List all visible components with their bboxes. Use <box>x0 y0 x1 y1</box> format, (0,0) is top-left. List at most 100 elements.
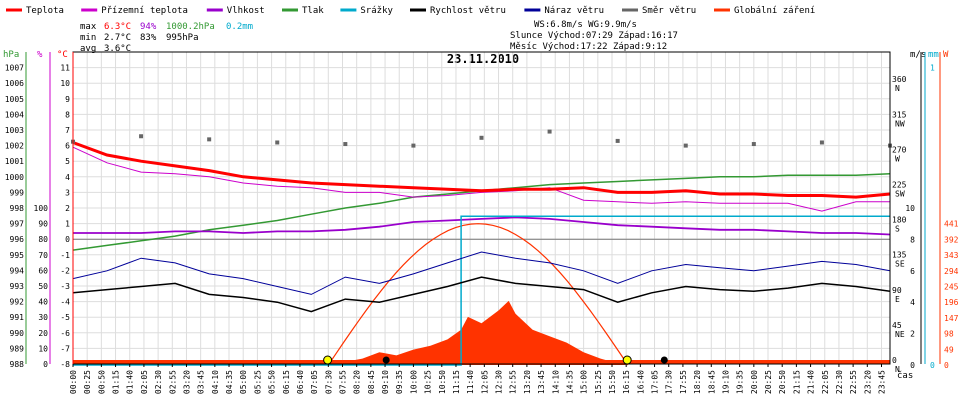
dir-tick-name: NW <box>895 119 905 128</box>
dir-point <box>683 143 688 148</box>
stats-block: max 6.3°C 94% 1000.2hPa 0.2mm min 2.7°C … <box>80 20 678 54</box>
stats-label-avg: avg <box>80 44 96 54</box>
legend-label: Rychlost větru <box>430 6 506 16</box>
pct-tick-label: 60 <box>38 266 48 275</box>
x-tick-label: 04:10 <box>211 370 220 394</box>
legend-label: Směr větru <box>642 6 696 16</box>
unit-degc: °C <box>57 50 68 60</box>
x-tick-label: 17:05 <box>651 370 660 394</box>
degc-tick-label: 5 <box>65 157 70 166</box>
dir-tick-label: 270 <box>892 145 907 154</box>
x-tick-label: 12:05 <box>480 370 489 394</box>
dir-point <box>751 142 756 147</box>
series-rain <box>73 215 890 366</box>
degc-tick-label: 7 <box>65 126 70 135</box>
degc-tick-label: 0 <box>65 235 70 244</box>
legend-label: Přízemní teplota <box>101 6 188 16</box>
series-ground-temp <box>72 146 890 212</box>
unit-ms: m/s <box>910 50 926 60</box>
dir-tick-label: 90 <box>892 286 902 295</box>
degc-tick-label: -1 <box>60 251 70 260</box>
x-tick-label: 12:30 <box>495 370 504 394</box>
w-tick-label: 392 <box>944 235 959 244</box>
hpa-tick-label: 991 <box>10 313 25 322</box>
pct-tick-label: 100 <box>34 204 49 213</box>
x-tick-label: 13:45 <box>537 370 546 394</box>
x-tick-label: 06:15 <box>282 370 291 394</box>
w-tick-label: 196 <box>944 298 959 307</box>
w-tick-label: 98 <box>944 330 954 339</box>
pct-tick-label: 30 <box>38 313 48 322</box>
mm-tick-label: 1 <box>930 64 935 73</box>
degc-tick-label: 6 <box>65 142 70 151</box>
hpa-tick-label: 995 <box>10 251 25 260</box>
stats-label-min: min <box>80 33 96 43</box>
dir-tick-label: 180 <box>892 216 907 225</box>
pct-tick-label: 70 <box>38 251 48 260</box>
x-tick-label: 08:20 <box>353 370 362 394</box>
dir-point <box>615 138 620 143</box>
dir-point <box>479 135 484 140</box>
degc-tick-label: -6 <box>60 329 70 338</box>
dir-tick-name: N <box>895 365 900 374</box>
x-tick-label: 16:15 <box>622 370 631 394</box>
degc-tick-label: -5 <box>60 313 70 322</box>
x-tick-label: 19:10 <box>721 370 730 394</box>
degc-tick-label: -4 <box>60 298 70 307</box>
sun-marker <box>323 355 333 365</box>
x-tick-label: 15:00 <box>580 370 589 394</box>
x-tick-label: 10:25 <box>424 370 433 394</box>
unit-pct: % <box>37 50 43 60</box>
x-tick-label: 00:25 <box>83 370 92 394</box>
hpa-tick-label: 996 <box>10 235 25 244</box>
x-tick-label: 16:40 <box>636 370 645 394</box>
degc-tick-label: -3 <box>60 282 70 291</box>
stats-moon: Měsíc Východ:17:22 Západ:9:12 <box>510 42 667 52</box>
hpa-tick-label: 994 <box>10 266 25 275</box>
x-tick-label: 02:05 <box>140 370 149 394</box>
stats-max-press: 1000.2hPa <box>166 22 215 32</box>
hpa-tick-label: 1005 <box>5 95 24 104</box>
w-tick-label: 245 <box>944 283 959 292</box>
ms-tick-label: 6 <box>910 267 915 276</box>
mm-tick-label: 0 <box>930 361 935 370</box>
x-tick-label: 18:20 <box>693 370 702 394</box>
x-tick-label: 09:10 <box>381 370 390 394</box>
hpa-tick-label: 989 <box>10 344 25 353</box>
hpa-tick-label: 993 <box>10 282 25 291</box>
ms-tick-label: 2 <box>910 330 915 339</box>
dir-tick-label: 360 <box>892 75 907 84</box>
x-tick-label: 05:25 <box>253 370 262 394</box>
x-tick-label: 13:20 <box>523 370 532 394</box>
dir-point <box>275 140 280 145</box>
x-tick-label: 02:55 <box>168 370 177 394</box>
x-tick-label: 22:05 <box>821 370 830 394</box>
degc-tick-label: 9 <box>65 95 70 104</box>
dir-point <box>411 143 416 148</box>
dir-tick-name: W <box>895 154 900 163</box>
stats-label-max: max <box>80 22 97 32</box>
x-tick-label: 05:50 <box>268 370 277 394</box>
x-tick-label: 03:20 <box>182 370 191 394</box>
x-tick-label: 02:30 <box>154 370 163 394</box>
x-tick-label: 22:30 <box>835 370 844 394</box>
pct-tick-label: 50 <box>38 282 48 291</box>
x-tick-label: 20:25 <box>764 370 773 394</box>
ms-tick-label: 8 <box>910 235 915 244</box>
x-tick-label: 01:40 <box>126 370 135 394</box>
dir-tick-label: 135 <box>892 251 907 260</box>
x-tick-label: 08:45 <box>367 370 376 394</box>
stats-max-rain: 0.2mm <box>226 22 253 32</box>
dir-tick-label: 45 <box>892 321 902 330</box>
degc-tick-label: 2 <box>65 204 70 213</box>
hpa-tick-label: 1006 <box>5 79 24 88</box>
degc-tick-label: -8 <box>60 360 70 369</box>
hpa-tick-label: 1002 <box>5 142 24 151</box>
hpa-tick-label: 998 <box>10 204 25 213</box>
dir-tick-label: 225 <box>892 181 907 190</box>
x-tick-label: 14:10 <box>551 370 560 394</box>
legend-label: Teplota <box>26 6 64 16</box>
stats-wind: WS:6.8m/s WG:9.9m/s <box>534 20 637 30</box>
